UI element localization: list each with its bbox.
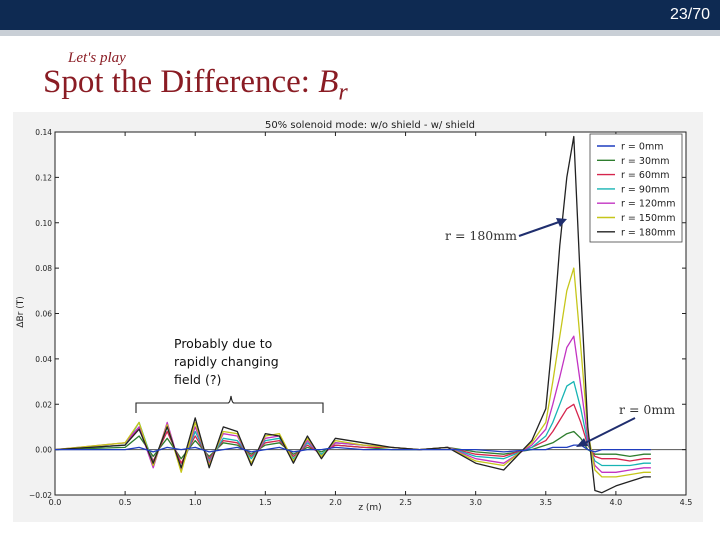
annotation-cause-line3: field (?) [174, 372, 221, 387]
y-tick-label: 0.04 [35, 355, 52, 364]
header-bar: 23/70 [0, 0, 720, 30]
plot-area [54, 131, 687, 496]
legend-entry-label: r = 30mm [621, 156, 670, 167]
legend-entry-label: r = 120mm [621, 199, 676, 210]
y-tick-label: 0.08 [35, 264, 52, 273]
slide-subtitle: Let's play [68, 50, 126, 66]
y-tick-label: 0.00 [35, 446, 52, 455]
x-tick-label: 1.0 [189, 498, 202, 507]
x-tick-label: 1.5 [259, 498, 272, 507]
series-lines [54, 135, 651, 494]
annotation-cause-line1: Probably due to [174, 336, 272, 351]
series-line [55, 444, 651, 453]
y-tick-label: 0.02 [35, 400, 52, 409]
legend-entry-label: r = 0mm [621, 142, 663, 153]
annotation-r180-label: r = 180mm [445, 228, 517, 243]
annotation-r0-arrow [576, 417, 636, 447]
axis-ticks: 0.0 0.5 1.0 1.5 2.0 2.5 3.0 3.5 4.0 4.5 −0.02 0.00 0… [29, 128, 692, 507]
x-tick-label: 2.5 [399, 498, 412, 507]
y-tick-label: 0.06 [35, 310, 52, 319]
x-tick-label: 2.0 [329, 498, 342, 507]
header-divider [0, 30, 720, 36]
y-tick-label: 0.10 [35, 219, 52, 228]
annotation-r180-arrow [518, 218, 567, 237]
annotation-r0-label: r = 0mm [619, 402, 675, 417]
slide-number: 23/70 [669, 6, 710, 23]
series-line [54, 135, 651, 494]
x-tick-label: 0.0 [49, 498, 62, 507]
legend-entry-label: r = 60mm [621, 170, 670, 181]
x-tick-label: 3.5 [539, 498, 552, 507]
legend-entry-label: r = 150mm [621, 213, 676, 224]
x-tick-label: 4.0 [610, 498, 623, 507]
chart-legend: r = 0mm r = 30mm r = 60mm r = 90mm r = 120mm… [589, 133, 683, 243]
legend-entry-label: r = 90mm [621, 184, 670, 195]
y-tick-label: 0.12 [35, 173, 52, 182]
chart-figure: 0.0 0.5 1.0 1.5 2.0 2.5 3.0 3.5 4.0 4.5 −0.02 0.00 0… [13, 112, 703, 522]
slide-title: Spot the Difference: Br [43, 64, 348, 107]
chart-title: 50% solenoid mode: w/o shield - w/ shiel… [265, 120, 475, 131]
annotation-cause-line2: rapidly changing [174, 354, 279, 369]
legend-box [589, 133, 683, 243]
slide-title-subscript: r [338, 79, 348, 106]
x-axis-label: z (m) [358, 503, 381, 513]
x-tick-label: 3.0 [469, 498, 482, 507]
x-tick-label: 4.5 [680, 498, 693, 507]
y-axis-label: ΔBr (T) [16, 296, 26, 327]
x-tick-label: 0.5 [119, 498, 132, 507]
y-tick-label: 0.14 [35, 128, 52, 137]
legend-entry-label: r = 180mm [621, 227, 676, 238]
y-tick-label: −0.02 [29, 491, 52, 500]
noise-bracket [135, 395, 324, 413]
slide-title-main: Spot the Difference: [43, 64, 319, 100]
slide-title-variable: B [318, 64, 339, 100]
